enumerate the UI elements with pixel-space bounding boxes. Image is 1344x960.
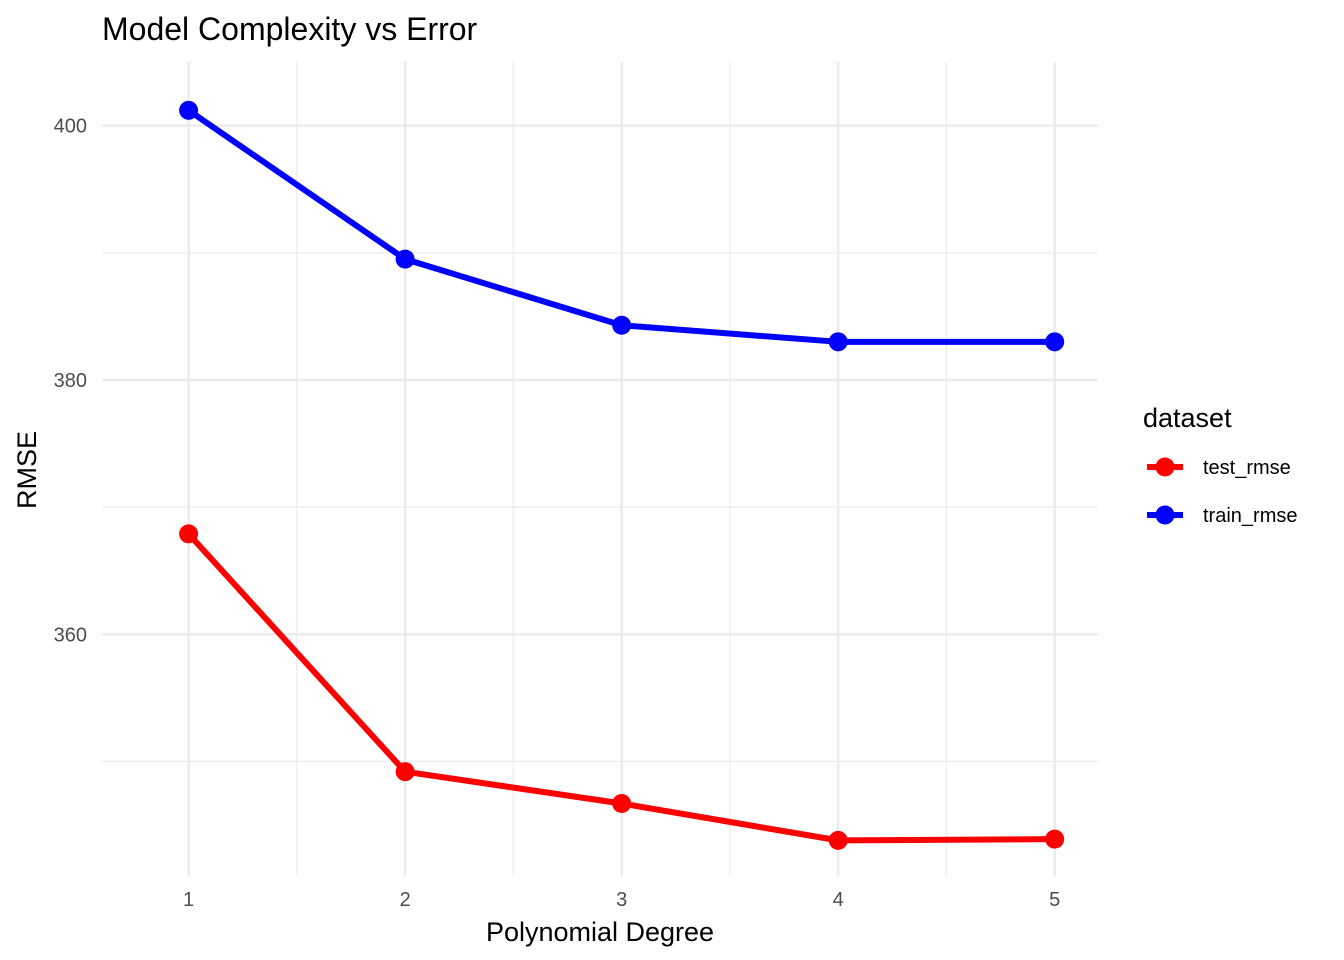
grid: [102, 62, 1098, 876]
data-point: [612, 794, 632, 814]
legend-item: train_rmse: [1147, 505, 1297, 527]
series-test_rmse: [179, 524, 1065, 850]
legend-item: test_rmse: [1147, 457, 1291, 479]
x-axis-title: Polynomial Degree: [486, 917, 714, 947]
x-tick-label: 5: [1049, 889, 1060, 911]
legend-key-point: [1155, 457, 1175, 477]
legend-label: test_rmse: [1203, 457, 1291, 479]
data-point: [179, 524, 199, 544]
data-point: [395, 249, 415, 269]
data-point: [1045, 332, 1065, 352]
x-tick-label: 4: [833, 889, 844, 911]
x-tick-label: 3: [616, 889, 627, 911]
legend-key-point: [1155, 505, 1175, 525]
data-point: [828, 830, 848, 850]
legend-title: dataset: [1143, 403, 1232, 433]
y-axis-title: RMSE: [12, 431, 42, 509]
legend-label: train_rmse: [1203, 505, 1297, 527]
x-tick-label: 2: [400, 889, 411, 911]
x-tick-label: 1: [183, 889, 194, 911]
y-axis-ticks: 360 380 400: [54, 116, 87, 647]
y-tick-label: 360: [54, 624, 87, 646]
y-tick-label: 380: [54, 370, 87, 392]
x-axis-ticks: 1 2 3 4 5: [183, 889, 1060, 911]
series-layer: [179, 100, 1065, 850]
data-point: [1045, 829, 1065, 849]
data-point: [828, 332, 848, 352]
series-train_rmse: [179, 100, 1065, 352]
data-point: [612, 315, 632, 335]
data-point: [395, 762, 415, 782]
data-point: [179, 100, 199, 120]
chart-title: Model Complexity vs Error: [102, 11, 478, 47]
legend: dataset test_rmse train_rmse: [1143, 403, 1297, 527]
y-tick-label: 400: [54, 116, 87, 138]
